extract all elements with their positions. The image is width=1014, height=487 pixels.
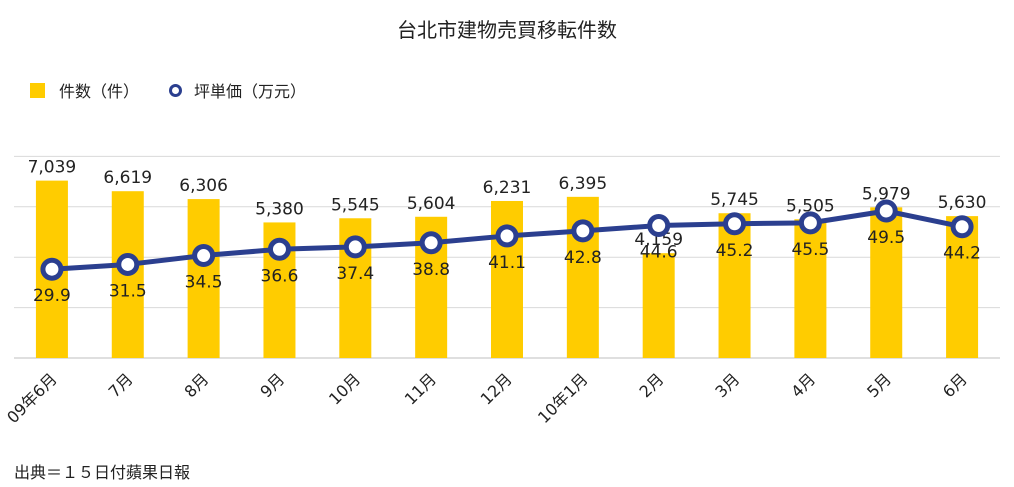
x-tick-label: 6月 [939,369,971,401]
x-tick-label: 11月 [401,369,440,408]
price-point [116,252,140,276]
x-tick-label: 4月 [787,369,819,401]
x-tick-label: 2月 [636,369,668,401]
bar-value-label: 5,545 [331,195,380,215]
x-tick-label: 3月 [711,369,743,401]
price-point [40,257,64,281]
price-value-label: 45.5 [791,240,829,260]
legend-bar-label: 件数（件） [59,82,140,101]
bar-value-label: 6,306 [179,176,228,196]
bar [718,213,751,358]
price-point [495,224,519,248]
bar [946,216,979,358]
price-value-label: 38.8 [412,260,450,280]
x-tick-label: 9月 [256,369,288,401]
price-labels: 29.9 31.5 34.5 36.6 37.4 38.8 41.1 42.8 44.6 45.2… [33,228,981,306]
price-points [40,199,974,281]
chart-title: 台北市建物売買移転件数 [397,18,617,42]
price-point [343,235,367,259]
price-value-label: 49.5 [867,228,905,248]
bar-value-label: 5,380 [255,199,304,219]
price-point [950,215,974,239]
price-point [798,211,822,235]
bar [642,253,675,358]
bar-value-label: 6,619 [103,168,152,188]
x-tick-label: 10年1月 [534,369,592,427]
bar-value-label: 5,604 [407,194,456,214]
legend: 件数（件） 坪単価（万元） [30,78,306,102]
price-point [571,219,595,243]
price-value-label: 41.1 [488,253,526,273]
price-value-label: 36.6 [261,266,299,286]
bar-labels: 7,039 6,619 6,306 5,380 5,545 5,604 6,231 6,395… [28,158,987,251]
price-value-label: 34.5 [185,273,223,293]
legend-bar-swatch [30,82,45,98]
price-point [267,237,291,261]
bar-value-label: 5,630 [938,193,987,213]
price-point [647,214,671,238]
bar [187,199,220,358]
price-point [723,212,747,236]
bar-value-label: 6,395 [559,174,608,194]
price-value-label: 42.8 [564,248,602,268]
bar-value-label: 6,231 [483,178,532,198]
x-tick-label: 09年6月 [3,369,61,427]
bar-value-label: 5,505 [786,196,835,216]
bar-value-label: 7,039 [28,158,77,178]
price-value-label: 44.2 [943,244,981,264]
price-value-label: 44.6 [640,243,678,263]
bar [870,207,903,358]
price-point [419,231,443,255]
price-value-label: 45.2 [716,241,754,261]
legend-line-marker [169,83,183,97]
bar-value-label: 4,159 [634,230,683,250]
source-note: 出典＝１５日付蘋果日報 [14,463,191,482]
price-value-label: 29.9 [33,286,71,306]
x-tick-label: 5月 [863,369,895,401]
bar-value-label: 5,745 [710,190,759,210]
price-point [192,244,216,268]
x-tick-label: 10月 [325,369,364,408]
x-tick-label: 7月 [105,369,137,401]
x-tick-label: 12月 [477,369,516,408]
legend-line-label: 坪単価（万元） [194,82,307,101]
bar-value-label: 5,979 [862,184,911,204]
x-axis: 09年6月 7月 8月 9月 10月 11月 12月 10年1月 2月 3月 4月 5月 6月 [3,369,971,427]
price-point [874,199,898,223]
price-value-label: 37.4 [336,264,374,284]
x-tick-label: 8月 [180,369,212,401]
price-value-label: 31.5 [109,281,147,301]
bar [794,219,827,358]
